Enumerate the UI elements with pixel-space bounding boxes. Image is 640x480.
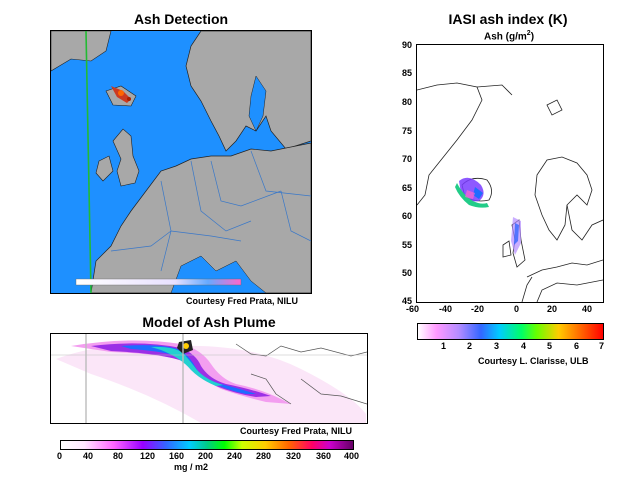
colorbar-tick: 3 xyxy=(494,341,500,351)
y-tick: 80 xyxy=(401,97,412,107)
colorbar-tick: 2 xyxy=(467,341,473,351)
colorbar-tick: 40 xyxy=(83,451,94,461)
y-tick: 60 xyxy=(401,211,412,221)
ash-detection-credit: Courtesy Fred Prata, NILU xyxy=(186,296,299,306)
y-tick: 75 xyxy=(401,126,412,136)
y-tick: 55 xyxy=(401,240,412,250)
y-tick: 50 xyxy=(401,268,412,278)
iasi-y-axis: 90 85 80 75 70 65 60 55 50 45 xyxy=(398,40,414,306)
x-tick: -40 xyxy=(439,304,453,314)
y-tick: 70 xyxy=(401,154,412,164)
y-tick: 90 xyxy=(401,40,412,50)
colorbar-tick: 6 xyxy=(574,341,580,351)
x-tick: -60 xyxy=(406,304,420,314)
model-plume-map xyxy=(50,333,368,424)
model-plume-credit: Courtesy Fred Prata, NILU xyxy=(240,426,353,436)
iasi-x-axis: -60 -40 -20 0 20 40 xyxy=(406,304,616,316)
colorbar-tick: 1 xyxy=(441,341,447,351)
colorbar-tick: 240 xyxy=(227,451,243,461)
x-tick: -20 xyxy=(471,304,485,314)
colorbar-tick: 280 xyxy=(256,451,272,461)
colorbar-tick: 4 xyxy=(521,341,527,351)
iasi-map xyxy=(416,44,604,303)
model-colorbar-ticks: 0 40 80 120 160 200 240 280 320 360 400 xyxy=(57,451,359,463)
colorbar-tick: 200 xyxy=(198,451,214,461)
iasi-credit: Courtesy L. Clarisse, ULB xyxy=(478,356,589,366)
model-colorbar xyxy=(60,440,354,450)
x-tick: 20 xyxy=(547,304,558,314)
colorbar-tick: 160 xyxy=(169,451,185,461)
model-plume-title: Model of Ash Plume xyxy=(142,314,276,330)
y-tick: 65 xyxy=(401,183,412,193)
colorbar-tick: 400 xyxy=(344,451,360,461)
x-tick: 0 xyxy=(514,304,520,314)
colorbar-tick: 0 xyxy=(57,451,63,461)
iasi-title: IASI ash index (K) xyxy=(448,11,568,27)
model-colorbar-unit: mg / m2 xyxy=(174,462,209,472)
x-tick: 40 xyxy=(582,304,593,314)
colorbar-tick: 360 xyxy=(316,451,332,461)
colorbar-tick: 80 xyxy=(113,451,124,461)
colorbar-tick: 320 xyxy=(286,451,302,461)
iasi-subtitle: Ash (g/m2) xyxy=(484,30,535,43)
iasi-colorbar-ticks: 1 2 3 4 5 6 7 xyxy=(417,341,607,353)
colorbar-tick: 5 xyxy=(547,341,553,351)
y-tick: 85 xyxy=(401,68,412,78)
colorbar-tick: 7 xyxy=(599,341,605,351)
ash-detection-title: Ash Detection xyxy=(133,11,229,27)
colorbar-tick: 120 xyxy=(140,451,156,461)
y-tick: 45 xyxy=(401,296,412,306)
ash-detection-map xyxy=(50,30,312,294)
iasi-colorbar xyxy=(417,323,604,340)
